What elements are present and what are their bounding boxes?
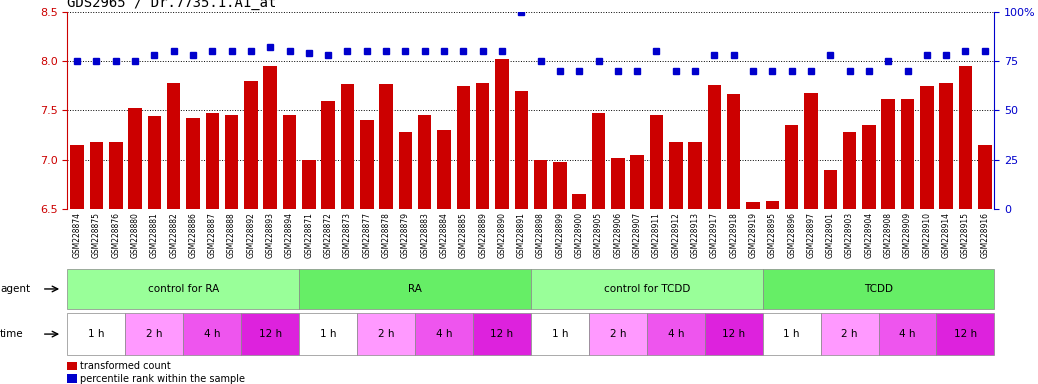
Bar bbox=[357, 313, 415, 355]
Bar bbox=[67, 362, 77, 370]
Bar bbox=[495, 59, 509, 209]
Bar bbox=[299, 269, 530, 309]
Bar bbox=[843, 132, 856, 209]
Bar bbox=[534, 160, 547, 209]
Text: 12 h: 12 h bbox=[490, 329, 514, 339]
Text: 2 h: 2 h bbox=[842, 329, 857, 339]
Bar bbox=[688, 142, 702, 209]
Bar bbox=[785, 125, 798, 209]
Text: RA: RA bbox=[408, 284, 422, 294]
Bar bbox=[920, 86, 933, 209]
Bar bbox=[67, 374, 77, 383]
Bar bbox=[167, 83, 181, 209]
Bar bbox=[206, 113, 219, 209]
Bar bbox=[67, 313, 126, 355]
Bar bbox=[322, 101, 335, 209]
Bar bbox=[475, 83, 490, 209]
Text: GDS2965 / Dr.7735.1.A1_at: GDS2965 / Dr.7735.1.A1_at bbox=[67, 0, 277, 10]
Bar bbox=[67, 269, 299, 309]
Bar bbox=[299, 313, 357, 355]
Bar bbox=[863, 125, 876, 209]
Bar bbox=[457, 86, 470, 209]
Bar bbox=[878, 313, 936, 355]
Bar bbox=[71, 145, 84, 209]
Bar bbox=[126, 313, 184, 355]
Bar bbox=[936, 313, 994, 355]
Text: transformed count: transformed count bbox=[81, 361, 171, 371]
Bar bbox=[473, 313, 530, 355]
Bar bbox=[708, 85, 721, 209]
Bar bbox=[727, 94, 740, 209]
Bar bbox=[939, 83, 953, 209]
Text: 12 h: 12 h bbox=[258, 329, 281, 339]
Bar bbox=[244, 81, 257, 209]
Bar bbox=[415, 313, 473, 355]
Text: 1 h: 1 h bbox=[88, 329, 105, 339]
Bar bbox=[418, 115, 432, 209]
Text: 12 h: 12 h bbox=[954, 329, 977, 339]
Text: 1 h: 1 h bbox=[551, 329, 568, 339]
Text: 4 h: 4 h bbox=[204, 329, 220, 339]
Bar bbox=[89, 142, 103, 209]
Bar bbox=[881, 99, 895, 209]
Bar bbox=[763, 269, 994, 309]
Text: 2 h: 2 h bbox=[146, 329, 163, 339]
Bar bbox=[630, 155, 644, 209]
Bar bbox=[129, 108, 142, 209]
Bar bbox=[766, 201, 780, 209]
Bar bbox=[530, 313, 589, 355]
Bar bbox=[184, 313, 241, 355]
Bar bbox=[763, 313, 821, 355]
Text: time: time bbox=[0, 329, 24, 339]
Text: TCDD: TCDD bbox=[864, 284, 893, 294]
Text: control for TCDD: control for TCDD bbox=[604, 284, 690, 294]
Bar bbox=[515, 91, 528, 209]
Bar bbox=[650, 115, 663, 209]
Bar bbox=[901, 99, 914, 209]
Text: 4 h: 4 h bbox=[436, 329, 453, 339]
Bar bbox=[705, 313, 763, 355]
Bar bbox=[282, 115, 296, 209]
Bar bbox=[147, 116, 161, 209]
Bar bbox=[592, 113, 605, 209]
Bar bbox=[340, 84, 354, 209]
Text: percentile rank within the sample: percentile rank within the sample bbox=[81, 374, 245, 384]
Bar bbox=[959, 66, 973, 209]
Text: 4 h: 4 h bbox=[667, 329, 684, 339]
Bar bbox=[109, 142, 122, 209]
Bar bbox=[399, 132, 412, 209]
Bar bbox=[264, 66, 277, 209]
Bar bbox=[241, 313, 299, 355]
Bar bbox=[225, 115, 239, 209]
Bar bbox=[611, 158, 625, 209]
Bar bbox=[647, 313, 705, 355]
Bar bbox=[553, 162, 567, 209]
Bar bbox=[804, 93, 818, 209]
Text: 1 h: 1 h bbox=[784, 329, 800, 339]
Bar bbox=[360, 120, 374, 209]
Bar bbox=[670, 142, 683, 209]
Bar bbox=[589, 313, 647, 355]
Bar bbox=[186, 118, 199, 209]
Text: 2 h: 2 h bbox=[609, 329, 626, 339]
Bar bbox=[821, 313, 878, 355]
Text: 12 h: 12 h bbox=[722, 329, 745, 339]
Bar bbox=[572, 194, 586, 209]
Bar bbox=[437, 130, 450, 209]
Text: agent: agent bbox=[0, 284, 30, 294]
Text: 4 h: 4 h bbox=[899, 329, 916, 339]
Text: 1 h: 1 h bbox=[320, 329, 336, 339]
Bar bbox=[823, 170, 837, 209]
Bar bbox=[746, 202, 760, 209]
Bar bbox=[379, 84, 392, 209]
Bar bbox=[302, 160, 316, 209]
Text: 2 h: 2 h bbox=[378, 329, 394, 339]
Bar bbox=[530, 269, 763, 309]
Bar bbox=[978, 145, 991, 209]
Text: control for RA: control for RA bbox=[147, 284, 219, 294]
